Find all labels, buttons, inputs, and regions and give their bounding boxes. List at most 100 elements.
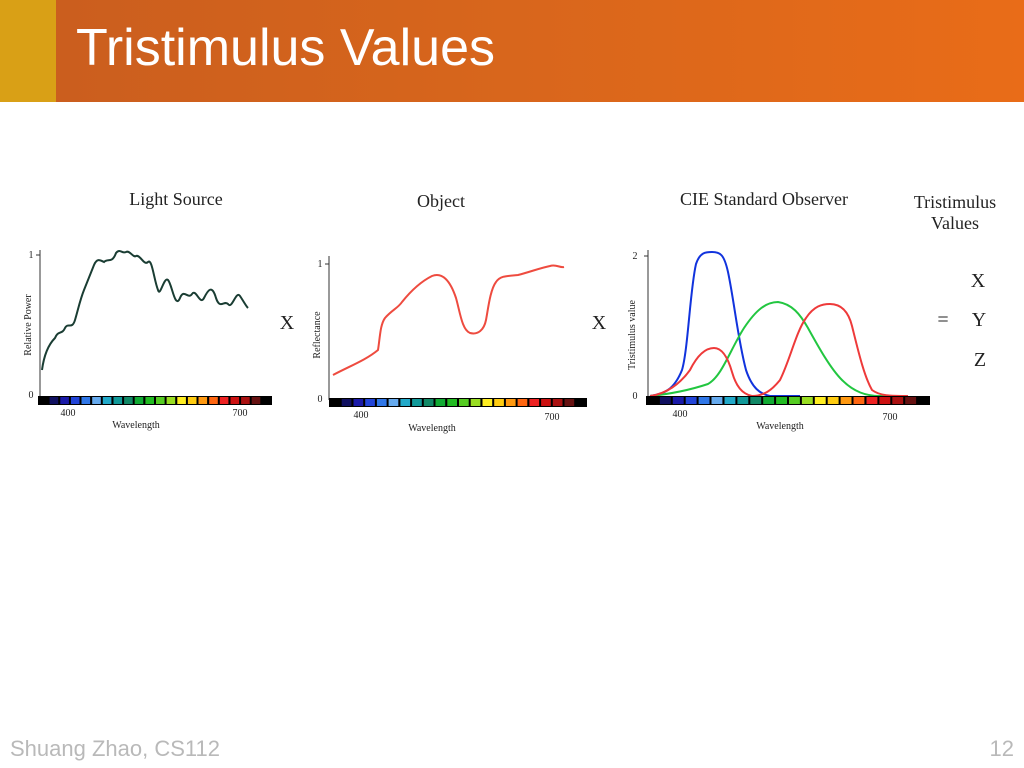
y-tick-label: 1	[318, 259, 323, 270]
light-source-curve	[41, 250, 249, 371]
panel-title-light-source: Light Source	[129, 189, 222, 209]
spectrum-cell	[230, 397, 240, 404]
result-symbol-y: Y	[972, 309, 986, 331]
spectrum-cell	[892, 397, 904, 404]
spectrum-cell	[866, 397, 878, 404]
spectrum-cell	[879, 397, 891, 404]
spectrum-cell	[737, 397, 749, 404]
spectrum-cell	[134, 397, 144, 404]
spectrum-cell	[177, 397, 186, 404]
spectrum-cell	[685, 397, 697, 404]
spectrum-cell	[388, 399, 399, 406]
x-tick-label: 400	[61, 408, 76, 419]
y-tick-label: 0	[633, 391, 638, 402]
y-tick-label: 2	[633, 251, 638, 262]
tristimulus-figure: Light Source 1 0 Relative Power 400 700 …	[0, 180, 1024, 450]
spectrum-bar	[329, 398, 587, 407]
title-accent-block	[0, 0, 56, 102]
spectrum-cell	[541, 399, 551, 406]
spectrum-cell	[251, 397, 261, 404]
spectrum-cell	[198, 397, 208, 404]
equals-operator: =	[937, 309, 948, 331]
cie-red-curve	[649, 302, 909, 398]
spectrum-cell	[517, 399, 528, 406]
spectrum-cell	[789, 397, 800, 404]
spectrum-cell	[827, 397, 839, 404]
x-axis-label: Wavelength	[408, 423, 456, 434]
multiply-operator: X	[592, 312, 607, 334]
spectrum-bar	[38, 396, 272, 405]
spectrum-cell	[459, 399, 469, 406]
result-column: Tristimulus Values = X Y Z	[914, 192, 996, 371]
spectrum-cell	[814, 397, 826, 404]
spectrum-cell	[711, 397, 723, 404]
spectrum-cell	[376, 399, 387, 406]
spectrum-cell	[840, 397, 852, 404]
spectrum-background	[329, 398, 587, 407]
spectrum-cell	[400, 399, 411, 406]
spectrum-cell	[576, 399, 586, 406]
spectrum-cell	[423, 399, 434, 406]
title-bar: Tristimulus Values	[0, 0, 1024, 102]
spectrum-cell	[470, 399, 481, 406]
spectrum-cell	[209, 397, 218, 404]
spectrum-cell	[353, 399, 364, 406]
spectrum-background	[38, 396, 272, 405]
spectrum-cell	[187, 397, 197, 404]
x-tick-label: 400	[673, 409, 688, 420]
spectrum-cell	[494, 399, 504, 406]
spectrum-cell	[241, 397, 250, 404]
cie-blue-curve	[649, 250, 800, 397]
spectrum-cell	[647, 397, 658, 404]
spectrum-cell	[365, 399, 375, 406]
spectrum-bar	[646, 396, 930, 405]
spectrum-cell	[113, 397, 123, 404]
y-tick-label: 0	[318, 394, 323, 405]
y-axis-label: Tristimulus value	[627, 299, 638, 369]
spectrum-cell	[853, 397, 865, 404]
spectrum-cell	[698, 397, 710, 404]
x-tick-label: 400	[354, 410, 369, 421]
result-symbol-z: Z	[974, 349, 986, 371]
panel-object: Object 1 0 Reflectance 400 700 Wavelengt…	[312, 191, 587, 434]
spectrum-cell	[145, 397, 154, 404]
panel-cie-observer: CIE Standard Observer 2 0 Tristimulus va…	[627, 189, 930, 432]
spectrum-cell	[776, 397, 787, 404]
spectrum-cell	[262, 397, 271, 404]
spectrum-cell	[219, 397, 229, 404]
tristimulus-diagram: Light Source 1 0 Relative Power 400 700 …	[23, 189, 996, 434]
y-tick-label: 1	[29, 250, 34, 261]
spectrum-cell	[124, 397, 133, 404]
spectrum-cell	[564, 399, 575, 406]
y-axis-label: Relative Power	[23, 294, 34, 356]
slide-title: Tristimulus Values	[76, 19, 495, 77]
y-axis-label: Reflectance	[312, 311, 323, 359]
x-axis-label: Wavelength	[756, 421, 804, 432]
spectrum-cell	[341, 399, 352, 406]
spectrum-cell	[70, 397, 80, 404]
spectrum-cell	[482, 399, 493, 406]
spectrum-cell	[505, 399, 516, 406]
spectrum-cell	[724, 397, 736, 404]
y-tick-label: 0	[29, 390, 34, 401]
spectrum-cell	[166, 397, 176, 404]
spectrum-cell	[672, 397, 684, 404]
panel-title-cie-observer: CIE Standard Observer	[680, 189, 848, 209]
spectrum-cell	[529, 399, 540, 406]
spectrum-cell	[39, 397, 48, 404]
footer-author: Shuang Zhao, CS112	[10, 736, 220, 761]
spectrum-cell	[156, 397, 165, 404]
x-tick-label: 700	[883, 412, 898, 423]
cie-green-curve	[649, 300, 900, 397]
spectrum-cell	[60, 397, 69, 404]
spectrum-cell	[435, 399, 446, 406]
spectrum-cell	[81, 397, 91, 404]
spectrum-cell	[102, 397, 112, 404]
result-symbol-x: X	[971, 270, 986, 292]
spectrum-background	[646, 396, 930, 405]
spectrum-cell	[763, 397, 775, 404]
result-title-line1: Tristimulus	[914, 192, 996, 212]
result-title-line2: Values	[931, 213, 979, 233]
spectrum-cell	[330, 399, 340, 406]
x-axis-label: Wavelength	[112, 420, 160, 431]
